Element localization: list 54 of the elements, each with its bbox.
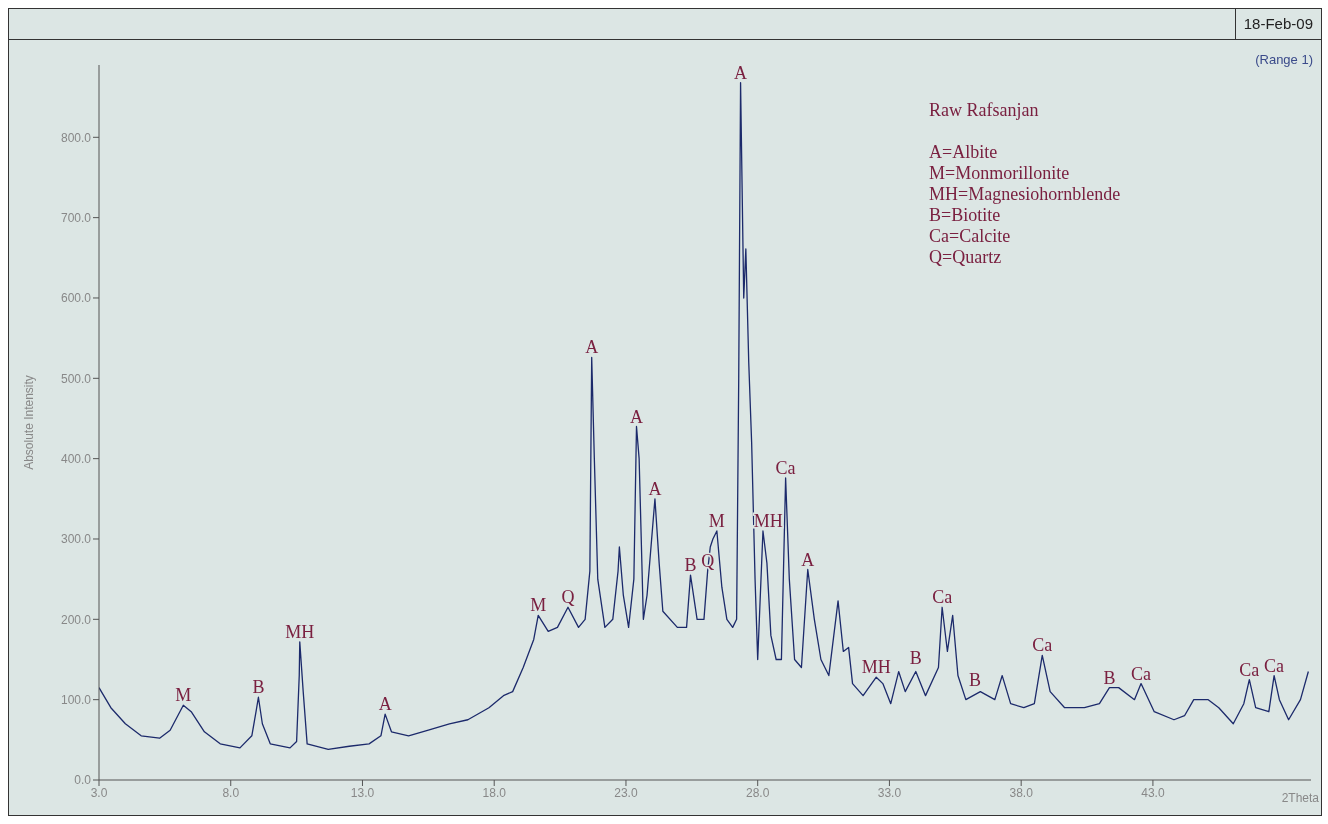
annotation: Q <box>561 587 575 608</box>
y-tick-label: 0.0 <box>74 773 92 788</box>
annotation: A <box>630 406 643 427</box>
y-tick-label: 300.0 <box>60 532 92 547</box>
annotation: Raw Rafsanjan <box>929 100 1040 121</box>
annotation: (Range 1) <box>1255 52 1313 67</box>
annotation: Ca <box>1131 663 1152 684</box>
x-tick-label: 23.0 <box>614 785 638 800</box>
annotation: MH=Magnesiohornblende <box>929 184 1121 205</box>
annotation: Ca <box>1264 655 1285 676</box>
annotation: B <box>969 670 982 691</box>
line-series <box>99 82 1310 751</box>
y-tick-label: 400.0 <box>60 451 92 466</box>
annotation: M <box>175 685 192 706</box>
annotation: Ca <box>1239 659 1260 680</box>
annotation: B=Biotite <box>929 205 1002 226</box>
annotation: B <box>1103 667 1116 688</box>
x-tick-label: 3.0 <box>90 785 108 800</box>
annotation: Ca <box>775 457 796 478</box>
annotation: B <box>252 677 265 698</box>
annotation: Ca <box>932 587 953 608</box>
y-axis-title: Absolute Intensity <box>22 375 37 470</box>
x-tick-label: 28.0 <box>746 785 770 800</box>
annotation: A <box>585 337 599 358</box>
annotation: A <box>648 478 662 499</box>
x-tick-label: 13.0 <box>350 785 375 800</box>
annotation: M <box>708 510 725 531</box>
annotation: M=Monmorillonite <box>929 163 1071 184</box>
annotation: Ca=Calcite <box>929 226 1012 247</box>
y-tick-label: 600.0 <box>60 291 92 306</box>
annotation: A <box>378 694 392 715</box>
y-tick-label: 200.0 <box>60 612 92 627</box>
y-tick-label: 100.0 <box>60 692 92 707</box>
annotation: MH <box>285 621 315 642</box>
annotation: B <box>909 647 922 668</box>
annotation: M <box>530 595 547 616</box>
y-tick-label: 700.0 <box>60 210 92 225</box>
annotation: MH <box>753 510 783 531</box>
x-axis-title: 2Theta <box>1281 791 1319 805</box>
annotation: A <box>801 549 815 570</box>
annotation: MH <box>861 657 891 678</box>
annotation: A=Albite <box>929 142 999 163</box>
annotation: Ca <box>1032 635 1053 656</box>
y-tick-label: 800.0 <box>60 130 92 145</box>
x-tick-label: 43.0 <box>1141 785 1165 800</box>
annotation: B <box>684 555 697 576</box>
annotation: Q=Quartz <box>929 247 1003 268</box>
x-tick-label: 18.0 <box>482 785 507 800</box>
x-tick-label: 8.0 <box>222 785 240 800</box>
x-tick-label: 38.0 <box>1009 785 1034 800</box>
annotation: A <box>734 62 748 83</box>
y-tick-label: 500.0 <box>60 371 92 386</box>
x-tick-label: 33.0 <box>877 785 902 800</box>
text: 18-Feb-09 <box>1234 9 1321 39</box>
